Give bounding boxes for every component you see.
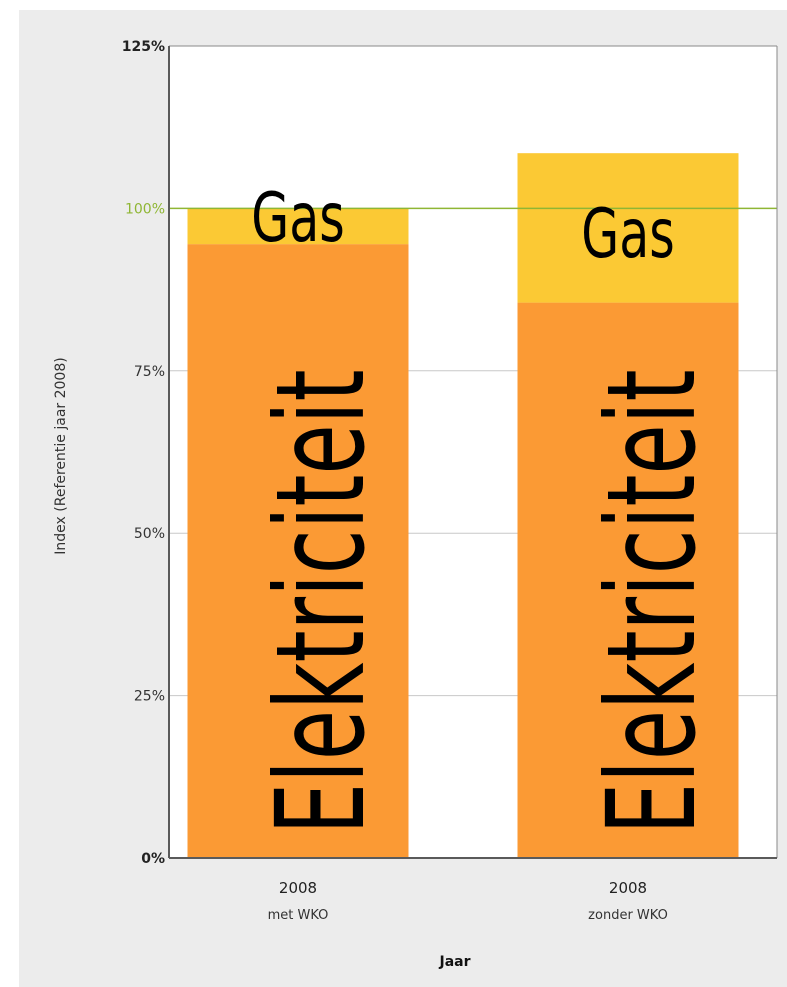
x-tick-label: 2008 — [609, 879, 647, 897]
y-tick-label: 125% — [122, 39, 165, 55]
chart-panel: 0% 25% 50% 75% 100% 125% Index (Referentie jaa… — [19, 10, 787, 987]
y-tick-label: 50% — [134, 526, 165, 542]
annotation-elektriciteit-2: Elektriciteit — [583, 369, 724, 834]
x-tick-sublabel: met WKO — [268, 908, 329, 923]
y-tick-label: 75% — [134, 364, 165, 380]
bar-elektriciteit-1 — [187, 244, 409, 859]
x-axis-title: Jaar — [438, 954, 470, 970]
stacked-bar-chart: 0% 25% 50% 75% 100% 125% Index (Referentie jaa… — [53, 39, 778, 970]
bar-elektriciteit-2 — [517, 302, 739, 858]
annotation-gas-2: Gas — [581, 194, 674, 273]
bar-gas-2 — [517, 153, 739, 303]
annotation-elektriciteit-1: Elektriciteit — [252, 369, 393, 834]
y-tick-label: 100% — [125, 201, 165, 217]
bar-gas-1 — [187, 208, 409, 245]
y-tick-label: 25% — [134, 689, 165, 705]
annotation-gas-1: Gas — [251, 178, 344, 257]
x-tick-sublabel: zonder WKO — [588, 908, 668, 923]
y-tick-label: 0% — [141, 851, 165, 867]
y-axis-title: Index (Referentie jaar 2008) — [53, 357, 69, 554]
x-tick-label: 2008 — [279, 879, 317, 897]
